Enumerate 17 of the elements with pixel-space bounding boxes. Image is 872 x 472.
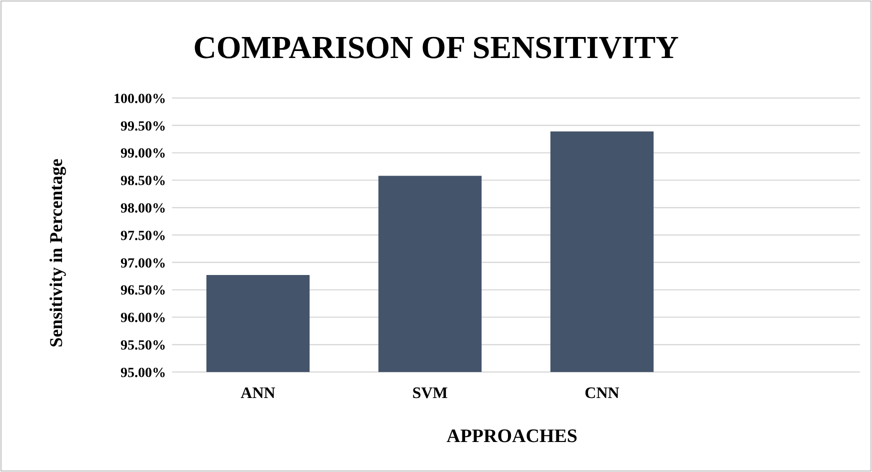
- y-tick-label: 100.00%: [114, 92, 166, 107]
- x-tick-label: CNN: [584, 385, 620, 402]
- y-tick-label: 96.00%: [120, 311, 166, 326]
- y-tick-label: 98.50%: [120, 174, 166, 190]
- y-tick-label: 95.50%: [120, 338, 166, 354]
- y-tick-label: 97.00%: [120, 256, 166, 272]
- x-tick-label: ANN: [240, 385, 276, 402]
- y-tick-label: 98.00%: [120, 202, 166, 216]
- chart-title: COMPARISON OF SENSITIVITY: [193, 29, 679, 65]
- x-tick-label: SVM: [412, 385, 448, 402]
- y-tick-label: 99.00%: [120, 146, 166, 162]
- y-tick-label: 97.50%: [120, 228, 166, 244]
- y-axis-title: Sensitivity in Percentage: [46, 158, 66, 348]
- x-axis-title: APPROACHES: [446, 426, 578, 447]
- y-tick-label: 99.50%: [120, 119, 166, 134]
- y-tick-label: 96.50%: [120, 284, 166, 299]
- y-tick-label: 95.00%: [120, 366, 166, 381]
